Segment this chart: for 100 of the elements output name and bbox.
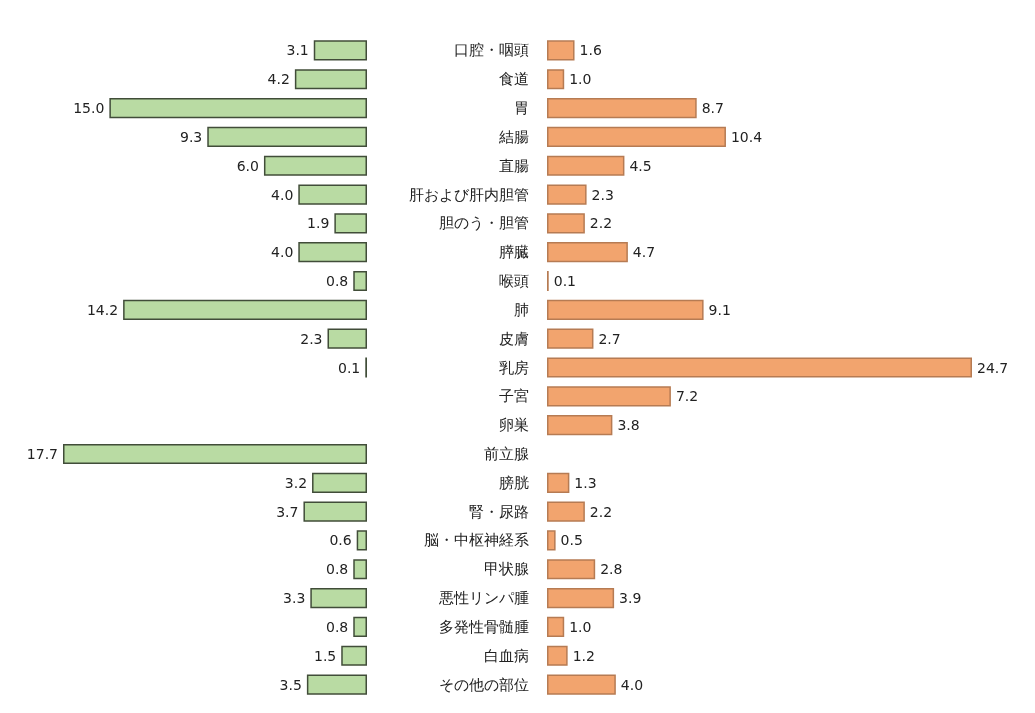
bar	[123, 299, 367, 320]
bar	[547, 616, 565, 638]
bar	[547, 184, 587, 205]
bar	[547, 213, 586, 234]
bar	[294, 69, 367, 90]
y-tick-label: 乳房	[499, 358, 529, 377]
bar	[313, 40, 367, 61]
bar	[310, 588, 367, 609]
y-tick-label: 食道	[499, 70, 529, 89]
bar	[547, 588, 615, 609]
data-label: 4.0	[271, 186, 294, 203]
data-label: 2.2	[590, 503, 613, 520]
bar	[327, 328, 367, 349]
data-label: 17.7	[26, 445, 58, 462]
data-label: 1.3	[574, 474, 597, 491]
y-tick-label: 胃	[514, 99, 529, 118]
y-tick-label: 卵巣	[499, 416, 529, 435]
data-label: 3.5	[279, 676, 302, 693]
data-label: 15.0	[73, 100, 105, 117]
y-tick-label: 前立腺	[484, 444, 529, 463]
y-tick-label: 皮膚	[499, 329, 529, 348]
data-label: 0.8	[325, 273, 349, 290]
y-tick-label: 結腸	[498, 127, 529, 146]
y-tick-label: 甲状腺	[484, 560, 529, 579]
bar	[341, 645, 367, 666]
y-tick-label: 悪性リンパ腫	[438, 589, 529, 608]
data-label: 0.8	[325, 618, 349, 635]
bar	[547, 415, 613, 436]
bar	[547, 328, 594, 349]
data-label: 9.3	[180, 128, 203, 145]
y-tick-label: 口腔・咽頭	[454, 41, 529, 60]
bar	[63, 443, 367, 465]
data-label: 3.3	[283, 590, 306, 607]
y-tick-label: 胆のう・胆管	[439, 214, 529, 233]
bar	[353, 559, 367, 580]
data-label: 24.7	[977, 359, 1009, 376]
bar	[547, 645, 568, 666]
bar	[547, 126, 727, 147]
y-tick-label: 腎・尿路	[469, 502, 529, 521]
y-tick-label: 多発性骨髄腫	[439, 617, 529, 636]
bar	[547, 40, 575, 61]
data-label: 3.7	[276, 503, 299, 520]
data-label: 2.7	[598, 330, 622, 347]
y-tick-label: 肺	[514, 300, 529, 319]
bar	[547, 386, 672, 407]
data-label: 1.9	[307, 215, 330, 232]
data-label: 0.1	[338, 359, 361, 376]
bar	[298, 184, 367, 205]
bar	[306, 674, 367, 695]
bar	[547, 155, 625, 176]
data-label: 1.0	[569, 618, 592, 635]
y-tick-label: 直腸	[499, 156, 529, 175]
data-label: 4.2	[267, 71, 290, 88]
data-label: 3.1	[286, 42, 309, 59]
y-tick-label: 膀胱	[499, 473, 529, 492]
data-label: 0.5	[560, 532, 584, 549]
y-tick-label: その他の部位	[439, 675, 529, 694]
bar	[547, 242, 629, 263]
bar	[547, 299, 704, 320]
bar	[547, 501, 586, 522]
data-label: 6.0	[236, 157, 259, 174]
data-label: 2.3	[300, 330, 323, 347]
data-label: 7.2	[676, 388, 699, 405]
y-tick-label: 子宮	[499, 387, 529, 406]
y-tick-label: 白血病	[484, 646, 529, 665]
data-label: 8.7	[702, 100, 725, 117]
data-label: 3.2	[284, 474, 308, 491]
bar	[547, 97, 698, 119]
bar	[547, 69, 565, 90]
bar	[263, 155, 367, 176]
data-label: 4.5	[629, 157, 653, 174]
bar	[334, 213, 367, 234]
bar	[547, 472, 570, 493]
bar	[547, 530, 556, 551]
data-label: 1.6	[579, 42, 603, 59]
bar	[356, 530, 367, 551]
data-label: 2.8	[600, 561, 623, 578]
y-tick-label: 膵臓	[499, 243, 529, 262]
y-tick-label: 肝および肝内胆管	[409, 185, 529, 204]
bar	[303, 501, 367, 522]
data-label: 9.1	[708, 301, 732, 318]
data-label: 3.8	[617, 417, 640, 434]
data-label: 0.6	[329, 532, 352, 549]
data-label: 4.7	[633, 244, 656, 261]
data-label: 2.3	[591, 186, 615, 203]
bar	[547, 357, 973, 378]
data-label: 4.0	[271, 244, 294, 261]
data-label: 1.2	[572, 647, 596, 664]
data-label: 1.0	[569, 71, 592, 88]
data-label: 4.0	[621, 676, 644, 693]
data-label: 10.4	[731, 128, 763, 145]
data-label: 3.9	[619, 590, 642, 607]
bar	[207, 126, 367, 147]
bar	[353, 270, 367, 292]
data-label: 0.1	[554, 273, 577, 290]
bar	[547, 674, 617, 695]
data-label: 2.2	[590, 215, 613, 232]
bar	[298, 242, 367, 263]
bar	[109, 97, 367, 119]
bar	[312, 472, 367, 493]
